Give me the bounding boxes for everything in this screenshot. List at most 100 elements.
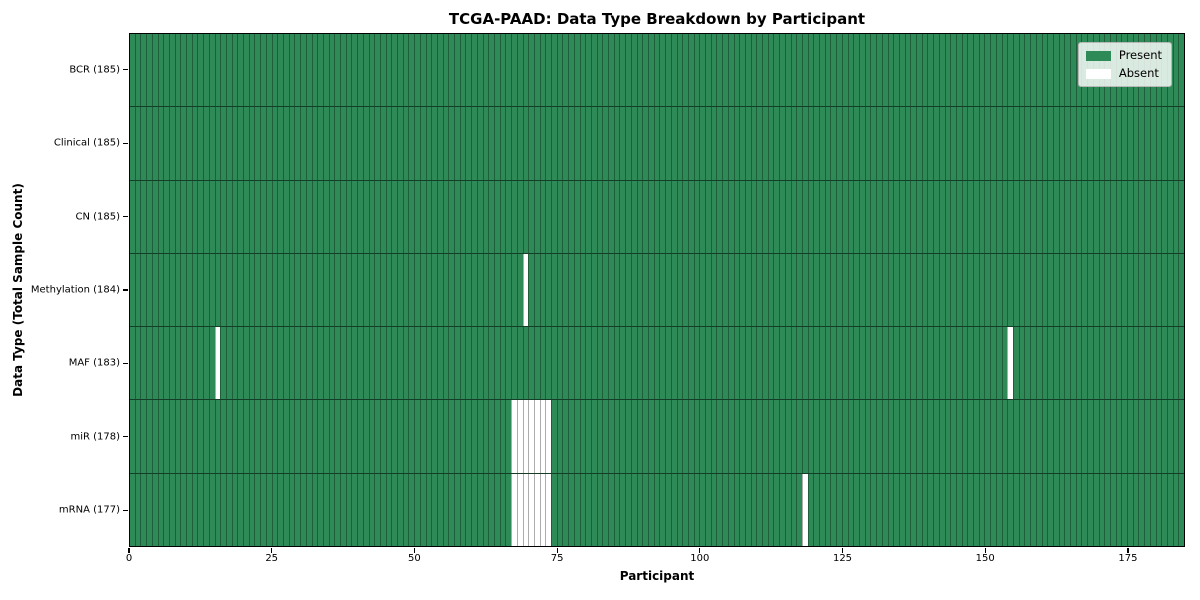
present-cell <box>288 253 295 327</box>
present-cell <box>585 400 591 473</box>
present-cell <box>585 327 591 400</box>
present-cell <box>220 107 226 180</box>
present-cell <box>682 327 688 400</box>
present-cell <box>1070 253 1076 327</box>
present-cell <box>1115 180 1122 253</box>
present-cell <box>642 253 648 327</box>
present-cell <box>1001 180 1008 253</box>
present-cell <box>465 327 472 400</box>
present-cell <box>533 327 540 400</box>
present-cell <box>1138 400 1145 473</box>
present-cell <box>208 34 215 107</box>
present-cell <box>568 253 574 327</box>
present-cell <box>225 34 232 107</box>
present-cell <box>1001 34 1008 107</box>
present-cell <box>294 400 301 473</box>
present-cell <box>744 400 751 473</box>
present-cell <box>579 327 586 400</box>
present-cell <box>705 107 711 180</box>
present-cell <box>665 34 671 107</box>
present-cell <box>482 180 489 253</box>
legend: Present Absent <box>1077 42 1172 87</box>
present-cell <box>231 180 238 253</box>
present-cell <box>813 473 820 546</box>
present-cell <box>151 400 158 473</box>
present-cell <box>790 253 797 327</box>
present-cell <box>197 253 204 327</box>
present-cell <box>739 107 745 180</box>
present-cell <box>225 327 232 400</box>
present-cell <box>1030 473 1036 546</box>
present-cell <box>590 400 597 473</box>
present-cell <box>556 253 563 327</box>
x-axis-label: Participant <box>619 569 695 583</box>
present-cell <box>733 400 740 473</box>
present-cell <box>699 34 706 107</box>
present-cell <box>203 107 209 180</box>
present-cell <box>130 473 135 546</box>
present-cell <box>819 473 825 546</box>
present-cell <box>163 180 169 253</box>
present-cell <box>539 327 546 400</box>
present-cell <box>921 107 928 180</box>
y-tick-label: MAF (183) <box>68 357 120 369</box>
present-cell <box>362 180 369 253</box>
present-cell <box>864 180 871 253</box>
present-cell <box>961 327 968 400</box>
present-cell <box>1018 327 1025 400</box>
present-cell <box>910 253 917 327</box>
present-cell <box>710 107 717 180</box>
present-cell <box>248 180 255 253</box>
present-cell <box>687 473 694 546</box>
present-cell <box>739 180 745 253</box>
present-cell <box>1161 327 1167 400</box>
present-cell <box>368 107 375 180</box>
present-cell <box>933 34 939 107</box>
present-cell <box>722 34 728 107</box>
present-cell <box>619 400 626 473</box>
present-cell <box>288 34 295 107</box>
present-cell <box>562 473 569 546</box>
present-cell <box>961 107 968 180</box>
present-cell <box>180 327 187 400</box>
present-cell <box>756 34 763 107</box>
present-cell <box>590 34 597 107</box>
present-cell <box>830 253 837 327</box>
present-cell <box>551 327 557 400</box>
present-cell <box>950 253 956 327</box>
present-cell <box>334 473 341 546</box>
present-cell <box>174 107 181 180</box>
present-cell <box>1058 473 1065 546</box>
present-cell <box>374 327 380 400</box>
present-cell <box>414 180 420 253</box>
present-cell <box>1144 107 1150 180</box>
present-cell <box>134 107 141 180</box>
y-tick-mark <box>123 436 128 438</box>
present-cell <box>265 327 272 400</box>
present-cell <box>282 107 289 180</box>
y-tick-label: Methylation (184) <box>30 284 120 296</box>
present-cell <box>311 34 318 107</box>
present-cell <box>801 400 808 473</box>
present-cell <box>893 400 899 473</box>
heatmap-row-MAF <box>130 327 1185 401</box>
present-cell <box>476 253 483 327</box>
present-cell <box>174 473 181 546</box>
present-cell <box>1064 473 1071 546</box>
present-cell <box>1030 327 1036 400</box>
present-cell <box>414 400 420 473</box>
present-cell <box>670 400 677 473</box>
x-tick-mark <box>841 548 844 553</box>
present-cell <box>670 473 677 546</box>
present-cell <box>796 107 802 180</box>
present-cell <box>277 253 283 327</box>
present-cell <box>260 473 266 546</box>
present-cell <box>225 400 232 473</box>
present-cell <box>568 327 574 400</box>
present-cell <box>402 327 409 400</box>
present-cell <box>904 473 911 546</box>
present-cell <box>710 327 717 400</box>
present-cell <box>647 253 654 327</box>
present-cell <box>134 34 141 107</box>
present-cell <box>625 473 631 546</box>
